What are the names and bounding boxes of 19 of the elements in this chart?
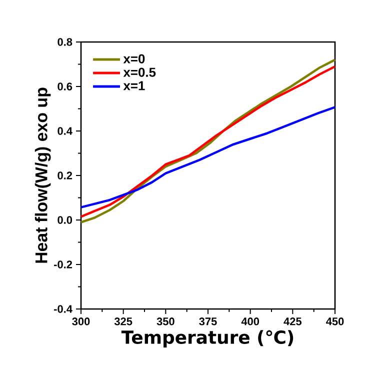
- y-tick-label: 0.4: [58, 127, 72, 135]
- y-tick-label: 0.0: [58, 216, 72, 224]
- x-tick-label: 400: [241, 318, 260, 326]
- legend-label: x=0: [123, 54, 145, 64]
- x-tick-label: 450: [326, 318, 344, 326]
- x-tick-label: 300: [72, 318, 90, 326]
- y-tick-label: 0.6: [58, 82, 72, 90]
- y-axis-title: Heat flow(W/g) exo up: [34, 88, 51, 263]
- y-tick-label: -0.4: [54, 305, 72, 313]
- x-tick-label: 425: [284, 318, 302, 326]
- legend-label: x=0.5: [123, 68, 156, 77]
- y-tick-label: 0.8: [58, 38, 72, 46]
- x-tick-label: 350: [156, 318, 174, 326]
- x-tick-label: 375: [199, 318, 217, 326]
- x-tick-label: 325: [114, 318, 132, 326]
- legend-label: x=1: [123, 81, 145, 90]
- y-tick-label: -0.2: [54, 260, 72, 268]
- y-tick-label: 0.2: [58, 172, 72, 180]
- x-axis-title: Temperature (℃): [121, 330, 294, 348]
